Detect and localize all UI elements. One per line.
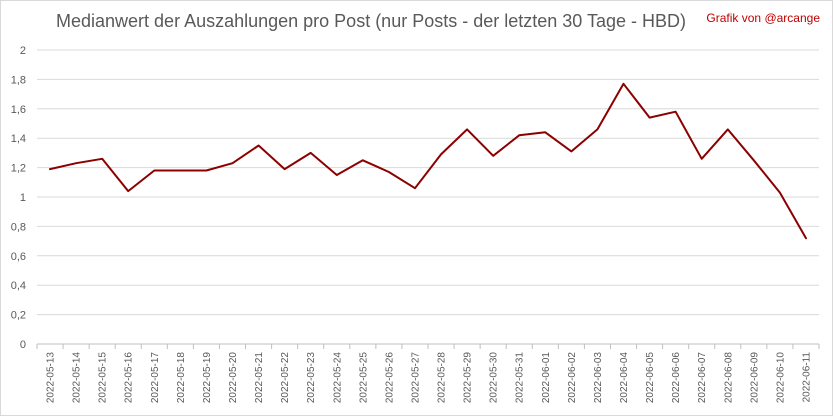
data-point xyxy=(701,158,703,160)
y-tick-label: 1,2 xyxy=(11,163,26,175)
y-tick-label: 0,8 xyxy=(11,221,26,233)
data-point xyxy=(675,111,677,113)
data-point xyxy=(466,128,468,130)
x-tick-label: 2022-05-30 xyxy=(489,352,500,404)
y-tick-label: 0,4 xyxy=(11,280,26,292)
credit-label: Grafik von @arcange xyxy=(706,11,820,25)
x-tick-label: 2022-05-21 xyxy=(254,352,265,404)
x-tick-label: 2022-05-16 xyxy=(124,352,135,404)
x-tick-label: 2022-05-22 xyxy=(280,352,291,404)
x-tick-label: 2022-06-11 xyxy=(801,352,812,403)
data-point xyxy=(518,134,520,136)
x-tick-label: 2022-05-29 xyxy=(463,352,474,404)
data-point xyxy=(623,83,625,85)
data-point xyxy=(440,153,442,155)
data-point xyxy=(153,170,155,172)
data-point xyxy=(805,237,807,239)
data-point xyxy=(75,162,77,164)
x-tick-label: 2022-06-07 xyxy=(697,352,708,404)
x-tick-label: 2022-06-01 xyxy=(541,352,552,404)
y-tick-label: 0,6 xyxy=(11,251,26,263)
data-point xyxy=(779,192,781,194)
y-tick-label: 1,4 xyxy=(11,133,26,145)
x-tick-label: 2022-05-27 xyxy=(410,352,421,404)
data-point xyxy=(49,168,51,170)
x-tick-label: 2022-06-09 xyxy=(749,352,760,404)
data-point xyxy=(596,128,598,130)
x-tick-label: 2022-05-25 xyxy=(358,352,369,404)
y-tick-label: 1,8 xyxy=(11,74,26,86)
x-tick-label: 2022-06-03 xyxy=(593,352,604,404)
data-point xyxy=(284,168,286,170)
data-point xyxy=(649,117,651,119)
x-tick-label: 2022-06-08 xyxy=(723,352,734,404)
data-point xyxy=(727,128,729,130)
series-line xyxy=(49,82,807,240)
x-tick-label: 2022-06-05 xyxy=(645,352,656,404)
x-tick-label: 2022-05-26 xyxy=(384,352,395,404)
x-tick-label: 2022-06-02 xyxy=(567,352,578,404)
data-point xyxy=(388,171,390,173)
x-tick-label: 2022-06-06 xyxy=(671,352,682,404)
data-point xyxy=(179,170,181,172)
data-point xyxy=(205,170,207,172)
data-point xyxy=(492,155,494,157)
x-tick-label: 2022-05-18 xyxy=(176,352,187,404)
x-tick-label: 2022-05-20 xyxy=(228,352,239,404)
data-point xyxy=(310,152,312,154)
x-tick-label: 2022-05-17 xyxy=(150,352,161,404)
x-tick-label: 2022-05-13 xyxy=(46,352,57,404)
y-tick-label: 0 xyxy=(20,339,26,351)
data-point xyxy=(414,187,416,189)
y-tick-label: 0,2 xyxy=(11,310,26,322)
chart-title: Medianwert der Auszahlungen pro Post (nu… xyxy=(56,11,686,31)
y-tick-label: 1 xyxy=(20,192,26,204)
data-point xyxy=(101,158,103,160)
x-tick-label: 2022-05-23 xyxy=(306,352,317,404)
data-point xyxy=(232,162,234,164)
x-tick-label: 2022-05-14 xyxy=(72,352,83,404)
data-point xyxy=(753,159,755,161)
data-point xyxy=(127,190,129,192)
data-point xyxy=(258,145,260,147)
x-tick-label: 2022-05-24 xyxy=(332,352,343,404)
x-tick-label: 2022-06-10 xyxy=(775,352,786,404)
y-tick-label: 2 xyxy=(20,45,26,57)
data-point xyxy=(570,150,572,152)
x-tick-label: 2022-06-04 xyxy=(619,352,630,404)
data-point xyxy=(336,174,338,176)
x-tick-label: 2022-05-28 xyxy=(437,352,448,404)
x-tick-label: 2022-05-31 xyxy=(515,352,526,404)
y-tick-label: 1,6 xyxy=(11,104,26,116)
data-point xyxy=(544,131,546,133)
data-point xyxy=(362,159,364,161)
x-tick-label: 2022-05-15 xyxy=(98,352,109,404)
x-tick-label: 2022-05-19 xyxy=(202,352,213,404)
